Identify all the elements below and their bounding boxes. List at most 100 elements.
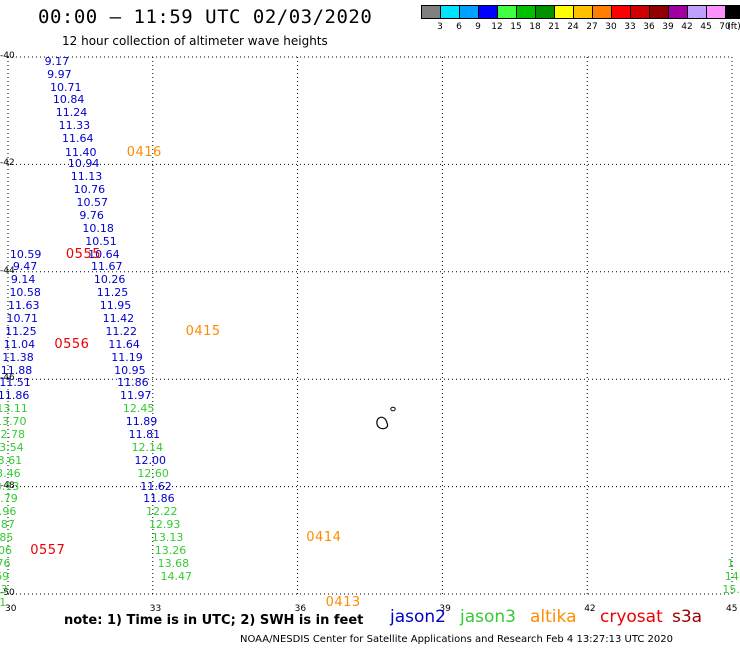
- legend-label: 18: [529, 22, 541, 32]
- wave-height-value: 13.61: [0, 453, 23, 467]
- legend-label: 70: [719, 22, 731, 32]
- legend-label: 3: [437, 22, 443, 32]
- wave-height-value: 11.40: [64, 145, 97, 159]
- legend-label: 9: [475, 22, 481, 32]
- wave-height-value: 11.64: [62, 132, 94, 146]
- satellite-cryosat-label: cryosat: [600, 607, 663, 627]
- wave-height-value: 10.76: [73, 183, 106, 197]
- wave-height-value: 12.14: [131, 440, 164, 454]
- wave-height-value: 11.51: [0, 376, 31, 390]
- wave-height-value: 9.17: [44, 55, 70, 69]
- legend-label: 24: [567, 22, 579, 32]
- satellite-jason2-label: jason2: [390, 607, 446, 627]
- longitude-label: 45: [726, 604, 738, 614]
- pass-time-label: 0415: [185, 323, 221, 339]
- latitude-label: -42: [0, 158, 15, 169]
- wave-height-value: 13.96: [0, 505, 17, 519]
- map-subtitle: 12 hour collection of altimeter wave hei…: [62, 34, 328, 48]
- wave-height-value: 1: [727, 556, 735, 570]
- wave-height-value: 13.26: [154, 543, 187, 557]
- wave-height-value: 11.89: [125, 415, 158, 429]
- wave-height-value: 11.67: [91, 260, 123, 274]
- wave-height-value: 11.24: [55, 106, 88, 120]
- wave-height-value: 13.13: [151, 531, 184, 545]
- wave-height-value: 12.60: [137, 466, 169, 480]
- legend-unit: (ft): [727, 22, 740, 32]
- wave-height-value: 12.81: [0, 595, 7, 609]
- wave-height-value: 11.38: [2, 350, 34, 364]
- wave-height-value: 12.93: [0, 582, 8, 596]
- wave-height-value: 14.47: [160, 569, 193, 583]
- wave-height-value: 10.95: [114, 363, 146, 377]
- satellite-s3a-label: s3a: [672, 607, 703, 627]
- wave-height-value: 9.14: [10, 273, 36, 287]
- wave-height-value: 11.63: [8, 299, 40, 313]
- wave-height-value: 10.58: [9, 286, 41, 300]
- wave-height-value: 11.22: [105, 324, 137, 338]
- legend-label: 33: [624, 22, 636, 32]
- wave-height-value: 12.78: [0, 427, 26, 441]
- pass-time-label: 0556: [54, 336, 90, 352]
- wave-height-value: 11.13: [70, 170, 103, 184]
- legend-swatch: [725, 5, 740, 19]
- wave-height-value: 10.64: [88, 247, 120, 261]
- island-main: [376, 416, 389, 430]
- wave-height-value: 12.22: [146, 505, 178, 519]
- legend-label: 15: [510, 22, 522, 32]
- wave-height-value: 13.68: [157, 556, 190, 570]
- footer-note: note: 1) Time is in UTC; 2) SWH is in fe…: [64, 613, 364, 628]
- wave-height-value: 11.19: [111, 350, 143, 364]
- wave-height-value: 10.84: [52, 93, 85, 107]
- wave-height-value: 11.62: [140, 479, 172, 493]
- wave-height-value: 10.18: [82, 221, 114, 235]
- wave-height-value: 10.26: [93, 273, 126, 287]
- wave-height-value: 11.86: [117, 376, 149, 390]
- wave-height-value: 13.06: [0, 543, 12, 557]
- wave-height-value: 9.76: [79, 208, 104, 222]
- wave-height-value: 12.45: [122, 402, 155, 416]
- wave-height-value: 11.86: [143, 492, 175, 506]
- footer-credit: NOAA/NESDIS Center for Satellite Applica…: [240, 634, 673, 645]
- wave-height-value: 11.33: [58, 119, 91, 133]
- legend-label: 12: [491, 22, 503, 32]
- wave-height-value: 12.93: [148, 518, 181, 532]
- latitude-label: -50: [0, 588, 15, 598]
- map-title: 00:00 – 11:59 UTC 02/03/2020: [38, 6, 373, 28]
- wave-height-value: 10.94: [67, 157, 100, 171]
- legend-label: 27: [586, 22, 598, 32]
- island-outline: [376, 406, 396, 430]
- pass-time-label: 0413: [325, 594, 361, 610]
- legend-label: 21: [548, 22, 560, 32]
- latitude-label: -48: [0, 480, 15, 491]
- wave-height-value: 9.97: [47, 68, 72, 82]
- wave-height-value: 13.79: [0, 492, 18, 506]
- pass-time-label: 0555: [65, 246, 101, 262]
- legend-label: 36: [643, 22, 655, 32]
- wave-height-value: 13.85: [0, 531, 14, 545]
- island-small: [390, 406, 396, 412]
- longitude-label: 42: [584, 604, 596, 614]
- wave-height-value: 10.59: [9, 247, 42, 261]
- longitude-label: 39: [439, 604, 451, 614]
- wave-height-value: 13.11: [0, 402, 28, 416]
- longitude-label: 30: [5, 604, 17, 614]
- wave-height-value: 13.76: [0, 556, 11, 570]
- wave-height-value: 13.54: [0, 440, 24, 454]
- legend-label: 39: [662, 22, 674, 32]
- wave-height-value: 10.71: [6, 311, 39, 325]
- wave-height-value: 13.87: [0, 518, 15, 532]
- lat-lon-grid: [7, 56, 733, 595]
- wave-height-value: 11.95: [99, 299, 132, 313]
- pass-time-label: 0414: [306, 530, 342, 546]
- wave-height-value: 10.57: [76, 195, 109, 209]
- wave-height-value: 11.88: [0, 363, 33, 377]
- wave-height-value: 13.69: [0, 569, 10, 583]
- pass-time-label: 0557: [30, 542, 66, 558]
- wave-height-value: 13.13: [0, 479, 20, 493]
- latitude-label: -40: [0, 51, 15, 61]
- legend-label: 45: [700, 22, 712, 32]
- legend-label: 42: [681, 22, 693, 32]
- longitude-label: 36: [294, 604, 307, 614]
- legend-label: 30: [605, 22, 617, 32]
